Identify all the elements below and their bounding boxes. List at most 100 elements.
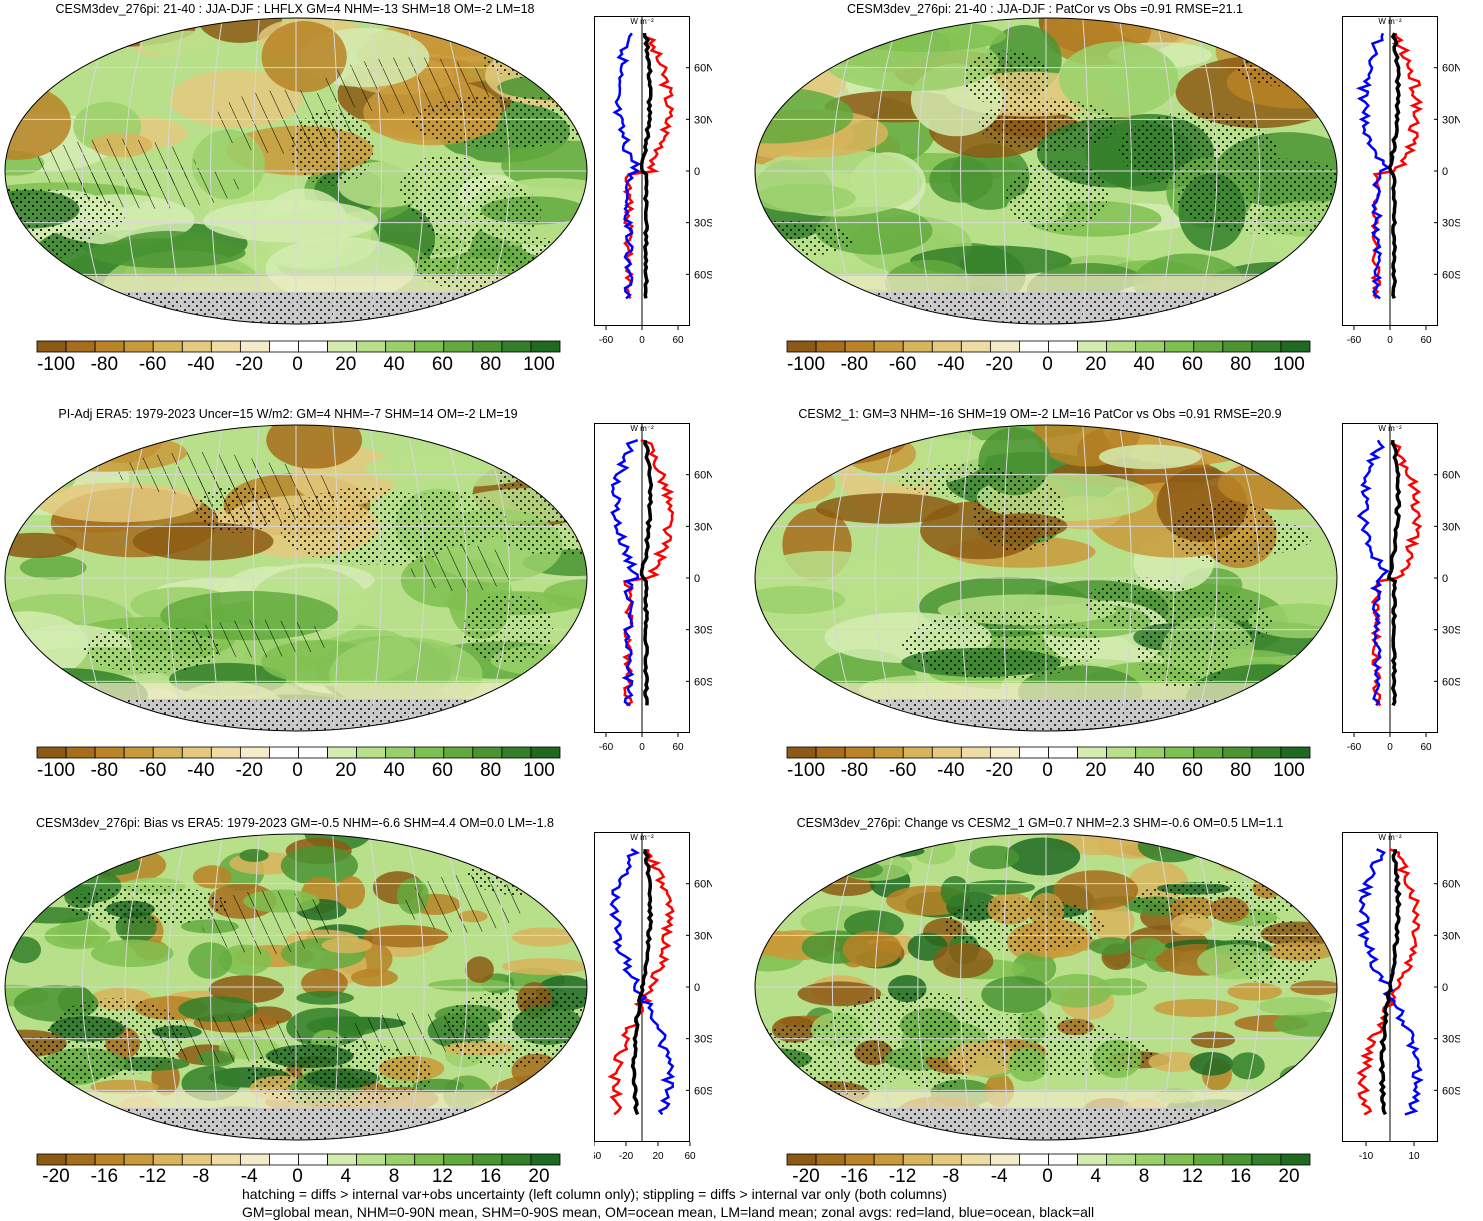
zonal-mean-line — [610, 439, 640, 707]
latitude-tick-label: 30S — [1442, 218, 1460, 230]
colorbar-swatch — [960, 340, 991, 353]
latitude-tick-label: 30N — [694, 521, 712, 533]
latitude-tick-label: 30S — [1442, 625, 1460, 637]
colorbar-swatch — [94, 746, 125, 759]
colorbar-swatch — [210, 1153, 241, 1166]
colorbar-swatch — [873, 1153, 904, 1166]
colorbar-swatch — [385, 340, 416, 353]
panel-title: CESM3dev_276pi: Bias vs ERA5: 1979-2023 … — [36, 816, 554, 830]
colorbar — [786, 746, 1311, 759]
colorbar-tick-label: 40 — [383, 354, 405, 375]
colorbar-swatch — [36, 340, 67, 353]
colorbar-tick-label: 40 — [1133, 354, 1155, 375]
colorbar-swatch — [1048, 1153, 1078, 1166]
colorbar-swatch — [239, 746, 270, 759]
colorbar-swatch — [1019, 1153, 1049, 1166]
colorbar-tick-label: -60 — [888, 354, 917, 375]
colorbar-tick-label: 4 — [340, 1166, 352, 1187]
zonal-average-plot: 60N 30N 0 30S 60S -10 10 W m⁻² — [1342, 832, 1460, 1162]
colorbar-swatch — [1222, 340, 1253, 353]
zonal-x-tick-label: -60 — [599, 335, 614, 346]
colorbar-swatch — [239, 340, 270, 353]
colorbar-swatch — [1164, 1153, 1195, 1166]
latitude-tick-label: 60N — [694, 470, 712, 482]
colorbar-swatch — [815, 340, 846, 353]
colorbar-tick-label: 12 — [1181, 1166, 1203, 1187]
colorbar-swatch — [1135, 746, 1166, 759]
zonal-x-tick-label: 10 — [1408, 1151, 1420, 1162]
colorbar-swatch — [472, 340, 503, 353]
colorbar-swatch — [327, 340, 358, 353]
colorbar-swatch — [1019, 340, 1049, 353]
colorbar-swatch — [443, 340, 474, 353]
colorbar-swatch — [1251, 746, 1282, 759]
colorbar-swatch — [786, 1153, 817, 1166]
colorbar-swatch — [989, 340, 1020, 353]
colorbar-swatch — [1106, 1153, 1137, 1166]
colorbar-swatch — [298, 340, 328, 353]
zonal-x-tick-label: -60 — [594, 1151, 602, 1162]
colorbar-swatch — [902, 340, 933, 353]
latitude-tick-label: 60S — [1442, 676, 1460, 688]
colorbar-swatch — [443, 1153, 474, 1166]
robinson-map — [754, 833, 1338, 1141]
colorbar-tick-label: -16 — [840, 1166, 869, 1187]
colorbar-swatch — [181, 746, 212, 759]
zonal-mean-line — [1370, 439, 1423, 707]
colorbar-tick-label: 0 — [292, 1166, 303, 1187]
colorbar-tick-label: 0 — [1042, 760, 1053, 781]
colorbar-swatch — [94, 1153, 125, 1166]
latitude-tick-label: 60S — [694, 1085, 712, 1097]
colorbar-tick-label: 8 — [388, 1166, 400, 1187]
colorbar-tick-label: 20 — [528, 1166, 550, 1187]
colorbar-swatch — [152, 746, 183, 759]
colorbar-tick-label: -100 — [36, 354, 76, 375]
colorbar-tick-label: -40 — [187, 354, 215, 375]
colorbar-swatch — [1048, 340, 1078, 353]
latitude-tick-label: 0 — [694, 573, 700, 585]
zonal-mean-line — [639, 439, 654, 706]
colorbar-swatch — [94, 340, 125, 353]
colorbar-tick-label: -20 — [235, 354, 263, 375]
colorbar-swatch — [1193, 1153, 1224, 1166]
latitude-tick-label: 0 — [1442, 573, 1448, 585]
colorbar-tick-label: 80 — [480, 354, 502, 375]
colorbar-swatch — [989, 746, 1020, 759]
colorbar-swatch — [385, 1153, 416, 1166]
colorbar-tick-label: -12 — [138, 1166, 167, 1187]
zonal-average-plot: 60N 30N 0 30S 60S -60 0 60 W m⁻² — [1342, 423, 1460, 753]
colorbar-swatch — [873, 340, 904, 353]
colorbar-swatch — [960, 746, 991, 759]
colorbar-swatch — [1280, 340, 1311, 353]
colorbar-swatch — [1164, 746, 1195, 759]
latitude-tick-label: 60N — [1442, 63, 1460, 75]
colorbar-swatch — [65, 340, 96, 353]
zonal-mean-line — [1355, 32, 1391, 300]
panel-title: CESM3dev_276pi: 21-40 : JJA-DJF : LHFLX … — [55, 2, 535, 16]
colorbar-tick-label: 4 — [1090, 1166, 1102, 1187]
colorbar-swatch — [1280, 746, 1311, 759]
latitude-tick-label: 60N — [1442, 879, 1460, 891]
colorbar-tick-label: 40 — [383, 760, 405, 781]
colorbar-swatch — [210, 746, 241, 759]
colorbar-swatch — [327, 746, 358, 759]
colorbar-swatch — [414, 340, 445, 353]
zonal-mean-line — [639, 33, 653, 299]
zonal-average-plot: 60N 30N 0 30S 60S -60 -20 20 60 W m⁻² — [594, 832, 712, 1162]
colorbar-tick-label: -80 — [840, 760, 869, 781]
colorbar-tick-label: 80 — [1230, 760, 1252, 781]
colorbar-swatch — [356, 746, 387, 759]
colorbar-swatch — [786, 340, 817, 353]
colorbar-tick-label: -20 — [42, 1166, 70, 1187]
colorbar-swatch — [501, 1153, 532, 1166]
colorbar-swatch — [327, 1153, 358, 1166]
colorbar-tick-label: -60 — [138, 354, 167, 375]
colorbar-tick-label: 20 — [1278, 1166, 1300, 1187]
colorbar-swatch — [1251, 1153, 1282, 1166]
colorbar-tick-label: 80 — [480, 760, 502, 781]
zonal-mean-line — [609, 848, 676, 1116]
footer-line-1: hatching = diffs > internal var+obs unce… — [242, 1186, 947, 1202]
colorbar-tick-label: 0 — [292, 354, 303, 375]
colorbar-swatch — [123, 746, 154, 759]
colorbar-tick-label: -100 — [786, 354, 826, 375]
